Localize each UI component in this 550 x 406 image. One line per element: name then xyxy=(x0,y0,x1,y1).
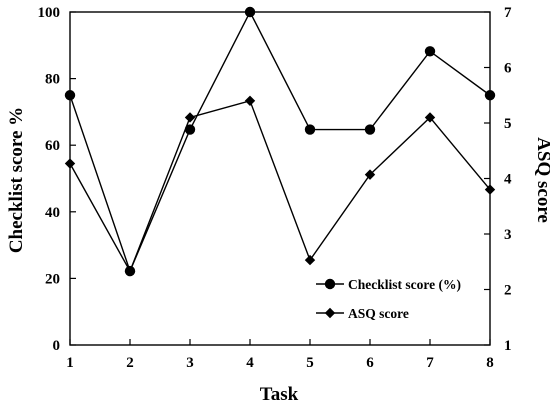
y-left-tick-label: 100 xyxy=(38,5,61,21)
data-point xyxy=(184,124,196,135)
data-point xyxy=(244,6,256,18)
y-left-tick-label: 80 xyxy=(45,72,60,88)
series-line xyxy=(69,99,491,273)
y-right-tick-label: 7 xyxy=(504,5,512,21)
y-right-tick-label: 2 xyxy=(504,283,512,299)
data-point xyxy=(124,265,136,277)
data-point xyxy=(424,112,436,123)
data-point xyxy=(184,112,196,123)
y-left-tick-label: 40 xyxy=(45,205,60,221)
x-tick-label: 6 xyxy=(366,355,374,371)
data-point xyxy=(484,184,496,195)
legend: Checklist score (%) ASQ score xyxy=(316,277,461,321)
y-right-tick-label: 3 xyxy=(504,227,512,243)
data-point xyxy=(244,95,256,106)
y-right-tick-label: 4 xyxy=(504,172,512,188)
x-tick-label: 4 xyxy=(246,355,254,371)
data-point xyxy=(304,254,316,266)
series-0 xyxy=(64,6,496,277)
x-tick-label: 2 xyxy=(126,355,134,371)
legend-label: Checklist score (%) xyxy=(348,277,461,292)
legend-marker xyxy=(324,278,336,290)
y-right-tick-label: 5 xyxy=(504,116,512,132)
data-point xyxy=(64,90,76,101)
y-left-tick-label: 60 xyxy=(45,138,60,154)
legend-label: ASQ score xyxy=(348,306,409,321)
data-point xyxy=(364,124,376,135)
series-1 xyxy=(64,95,496,277)
y-left-tick-label: 0 xyxy=(53,338,61,354)
x-tick-label: 5 xyxy=(306,355,314,371)
x-tick-label: 7 xyxy=(426,355,434,371)
x-axis-title: Task xyxy=(260,384,299,405)
data-point xyxy=(484,90,496,101)
y-axis-right-title: ASQ score xyxy=(533,137,550,223)
y-right-tick-label: 1 xyxy=(504,338,512,354)
y-left-tick-label: 20 xyxy=(45,271,60,287)
y-axis-left-title: Checklist score % xyxy=(6,107,27,253)
x-tick-label: 3 xyxy=(186,355,194,371)
y-right-tick-label: 6 xyxy=(504,61,512,77)
data-point xyxy=(304,124,316,135)
x-tick-label: 1 xyxy=(66,355,74,371)
x-tick-label: 8 xyxy=(486,355,494,371)
data-point xyxy=(64,158,76,169)
data-point xyxy=(424,46,436,57)
series xyxy=(64,6,496,277)
legend-marker xyxy=(324,307,336,319)
data-point xyxy=(364,169,376,180)
